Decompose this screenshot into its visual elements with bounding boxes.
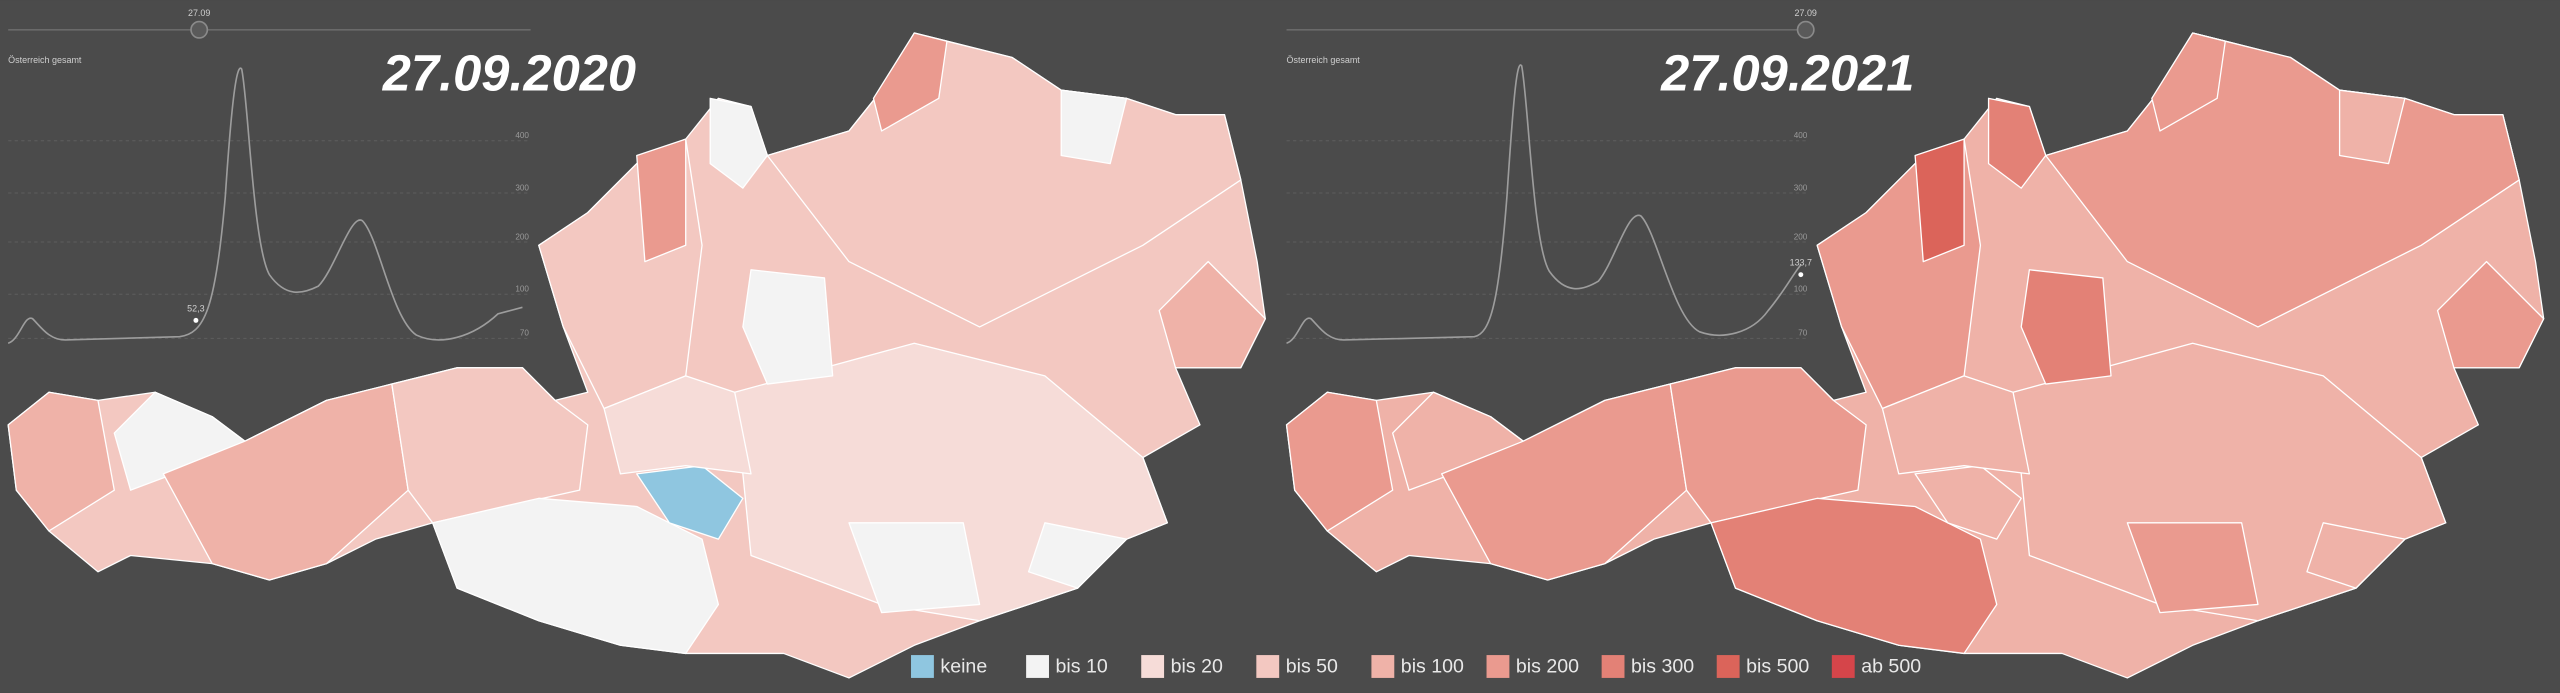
legend-label: keine [940, 655, 987, 677]
district [1914, 465, 2022, 540]
inset-tick-label: 200 [1794, 232, 1808, 241]
legend-swatch [1141, 655, 1165, 678]
map-panel: 27.09 Österreich gesamt 400 300 200 100 70 52,3… [7, 8, 1266, 679]
inset-title: Österreich gesamt [8, 55, 82, 65]
legend-swatch [1601, 655, 1625, 678]
district [432, 497, 720, 655]
inset-title: Österreich gesamt [1287, 55, 1361, 65]
legend: keine bis 10 bis 20 bis 50 bis 100 bis 200 bis… [911, 655, 1921, 678]
district [848, 522, 981, 614]
legend-swatch [1486, 655, 1510, 678]
legend-label: bis 20 [1171, 655, 1223, 677]
inset-tick-label: 300 [515, 183, 529, 192]
district [1710, 497, 1998, 655]
district [1987, 97, 2047, 189]
legend-label: bis 50 [1286, 655, 1338, 677]
district [2020, 269, 2112, 385]
inset-dot [193, 317, 199, 323]
inset-tick-label: 200 [515, 232, 529, 241]
district [1060, 89, 1128, 165]
inset-value: 133,7 [1790, 258, 1812, 268]
district [636, 138, 687, 263]
district [1669, 367, 1867, 524]
legend-swatch [1256, 655, 1280, 678]
district [742, 269, 834, 385]
legend-label: bis 200 [1516, 655, 1579, 677]
inset-curve [1286, 64, 1802, 345]
district [603, 375, 752, 475]
map-panel: 27.09 Österreich gesamt 400 300 200 100 70 133,… [1285, 8, 2545, 679]
inset-tick-label: 70 [520, 329, 530, 338]
district [872, 32, 948, 132]
legend-label: bis 300 [1631, 655, 1694, 677]
inset-tick-label: 300 [1794, 183, 1808, 192]
district [1158, 260, 1266, 369]
district [2436, 260, 2545, 369]
inset-curve [7, 67, 523, 345]
slider-knob [190, 20, 209, 39]
legend-label: ab 500 [1861, 655, 1921, 677]
district [636, 465, 744, 540]
inset-tick-label: 400 [515, 131, 529, 140]
legend-label: bis 500 [1746, 655, 1809, 677]
district [2338, 89, 2406, 165]
inset-tick-label: 70 [1798, 329, 1808, 338]
legend-swatch [1026, 655, 1049, 678]
inset-tick-label: 100 [1794, 285, 1808, 294]
district [1914, 138, 1965, 263]
map-title: 27.09.2020 [382, 44, 636, 101]
slider-knob [1796, 20, 1815, 39]
district [1881, 375, 2031, 475]
map-title: 27.09.2021 [1660, 44, 1914, 101]
legend-swatch [1831, 655, 1855, 678]
district [709, 97, 768, 189]
legend-swatch [1371, 655, 1395, 678]
inset-dot [1798, 272, 1804, 278]
legend-swatch [911, 655, 934, 678]
inset-tick-label: 400 [1794, 131, 1808, 140]
inset-value: 52,3 [187, 303, 204, 313]
district [2126, 522, 2259, 614]
district [1027, 522, 1128, 589]
district [391, 367, 589, 524]
legend-label: bis 100 [1401, 655, 1464, 677]
district [7, 391, 115, 532]
legend-swatch [1716, 655, 1740, 678]
legend-label: bis 10 [1056, 655, 1108, 677]
district [2306, 522, 2406, 589]
inset-tick-label: 100 [515, 285, 529, 294]
slider-label: 27.09 [188, 8, 210, 18]
slider-label: 27.09 [1794, 8, 1816, 18]
district [1285, 391, 1394, 532]
district [2151, 32, 2226, 132]
